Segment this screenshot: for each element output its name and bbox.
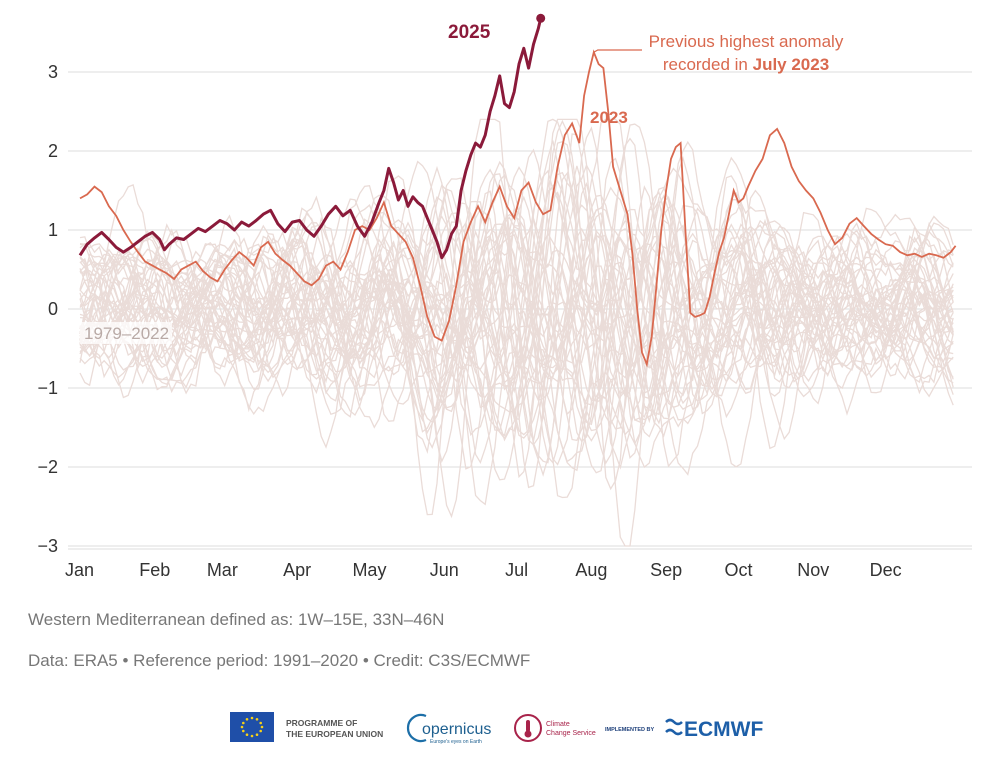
x-tick-label-dec: Dec xyxy=(870,560,902,580)
x-tick-label-jun: Jun xyxy=(430,560,459,580)
series-line-2025 xyxy=(78,17,543,260)
x-tick-label-aug: Aug xyxy=(575,560,607,580)
x-tick-label-apr: Apr xyxy=(283,560,311,580)
ecmwf-logo: ECMWF xyxy=(665,718,763,741)
c3s-line1: Climate xyxy=(546,721,570,728)
previous-high-annotation-line1: Previous highest anomaly xyxy=(649,32,844,51)
previous-high-callout-line xyxy=(593,49,642,53)
previous-high-annotation-line2: recorded in July 2023 xyxy=(663,55,829,74)
background-label-box xyxy=(80,322,172,344)
series-line-2023 xyxy=(79,49,957,368)
anomaly-chart: −3 −2 −1 0 1 2 3 Jan Feb Mar Apr May Jun Jul Aug Sep Oc… xyxy=(37,13,972,580)
data-credit-note: Data: ERA5 • Reference period: 1991–2020… xyxy=(28,651,531,670)
eu-programme-line1: PROGRAMME OF xyxy=(286,718,357,728)
y-tick-label-0: −3 xyxy=(37,536,58,556)
region-definition-note: Western Mediterranean defined as: 1W–15E… xyxy=(28,610,445,629)
y-tick-label-1: −2 xyxy=(37,457,58,477)
background-year-line-1984 xyxy=(79,219,954,464)
copernicus-tagline: Europe's eyes on Earth xyxy=(430,739,482,745)
partner-logos: PROGRAMME OF THE EUROPEAN UNION opernicu… xyxy=(230,712,763,745)
background-year-line-2010 xyxy=(79,118,954,439)
background-year-line-2021 xyxy=(79,271,954,463)
background-year-line-2016 xyxy=(79,118,954,464)
ecmwf-wave-icon xyxy=(665,718,683,726)
y-tick-label-3: 0 xyxy=(48,299,58,319)
background-year-line-2018 xyxy=(79,219,954,432)
background-year-line-2022 xyxy=(79,216,954,472)
x-tick-label-may: May xyxy=(352,560,386,580)
thermometer-icon xyxy=(526,720,530,732)
label-2023: 2023 xyxy=(590,108,628,127)
x-tick-label-nov: Nov xyxy=(797,560,829,580)
series-endpoint-2025 xyxy=(536,13,546,23)
background-year-line-2007 xyxy=(79,204,954,466)
eu-flag-logo xyxy=(230,712,274,742)
c3s-logo: Climate Change Service xyxy=(514,714,596,742)
background-year-line-2017 xyxy=(79,119,954,418)
x-tick-label-jan: Jan xyxy=(65,560,94,580)
x-axis-ticks: Jan Feb Mar Apr May Jun Jul Aug Sep Oct Nov Dec xyxy=(65,560,902,580)
c3s-circle-icon xyxy=(514,714,542,742)
label-2025: 2025 xyxy=(448,22,491,43)
background-year-line-2015 xyxy=(79,166,954,420)
ecmwf-wordmark: ECMWF xyxy=(684,718,763,741)
y-tick-label-6: 3 xyxy=(48,62,58,82)
y-tick-label-4: 1 xyxy=(48,220,58,240)
copernicus-c-icon xyxy=(406,713,427,743)
x-tick-label-mar: Mar xyxy=(207,560,238,580)
x-tick-label-oct: Oct xyxy=(724,560,752,580)
c3s-line2: Change Service xyxy=(546,730,596,737)
y-tick-label-2: −1 xyxy=(37,378,58,398)
x-tick-label-jul: Jul xyxy=(505,560,528,580)
y-tick-label-5: 2 xyxy=(48,141,58,161)
copernicus-wordmark: opernicus xyxy=(422,721,491,738)
y-axis-ticks: −3 −2 −1 0 1 2 3 xyxy=(37,62,58,556)
previous-high-prefix: recorded in xyxy=(663,55,753,74)
x-tick-label-feb: Feb xyxy=(139,560,170,580)
background-years-1979-2022 xyxy=(79,118,954,547)
background-year-line-2014 xyxy=(79,156,954,405)
background-year-line-2009 xyxy=(79,184,954,351)
background-year-line-1989 xyxy=(79,234,954,443)
previous-high-bold: July 2023 xyxy=(753,55,830,74)
implemented-by-label: IMPLEMENTED BY xyxy=(605,727,655,733)
background-year-line-2020 xyxy=(79,171,954,489)
background-years-label: 1979–2022 xyxy=(84,324,169,343)
copernicus-logo: opernicus Europe's eyes on Earth xyxy=(406,713,491,745)
x-tick-label-sep: Sep xyxy=(650,560,682,580)
eu-programme-line2: THE EUROPEAN UNION xyxy=(286,729,383,739)
eu-stars-icon xyxy=(240,716,264,738)
